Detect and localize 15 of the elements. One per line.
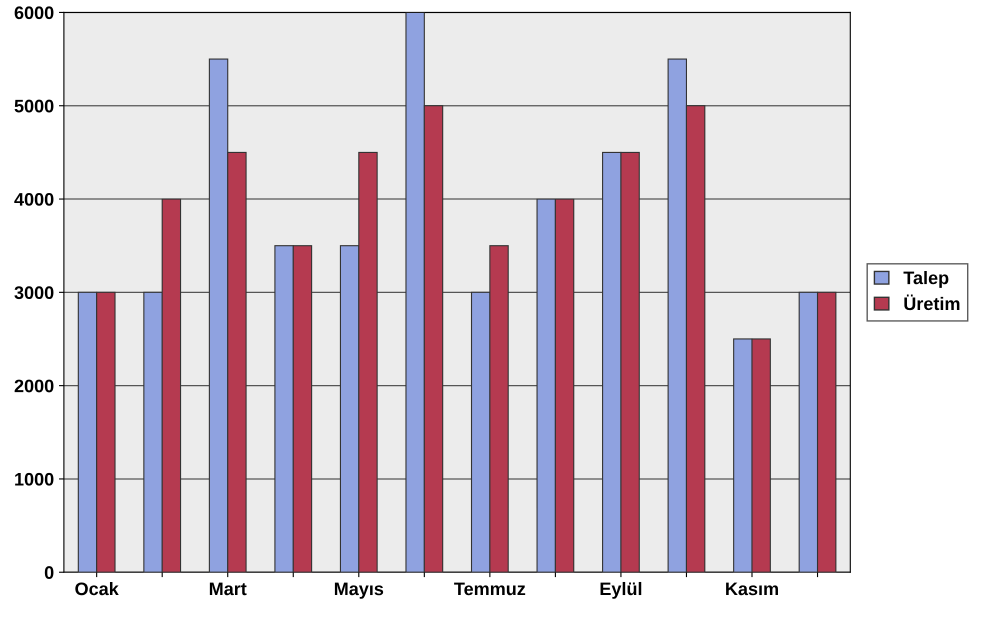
x-tick-label: Mayıs	[334, 582, 384, 599]
legend-label: Üretim	[904, 294, 960, 310]
y-tick-label: 1000	[15, 472, 54, 486]
y-tick-label: 5000	[14, 100, 54, 112]
y-tick-label: 4000	[14, 192, 54, 206]
x-tick-label: Kasım	[726, 582, 778, 596]
y-tick-label: 6000	[14, 6, 54, 20]
y-tick-label: 2000	[14, 380, 54, 392]
x-tick-label: Eylül	[600, 582, 642, 599]
y-tick-label: 0	[44, 566, 54, 579]
y-tick-label: 3000	[14, 286, 54, 300]
x-tick-label: Mart	[210, 582, 247, 596]
x-tick-label: Ocak	[75, 582, 119, 596]
legend-label: Talep	[904, 270, 948, 288]
x-tick-label: Temmuz	[454, 582, 526, 596]
